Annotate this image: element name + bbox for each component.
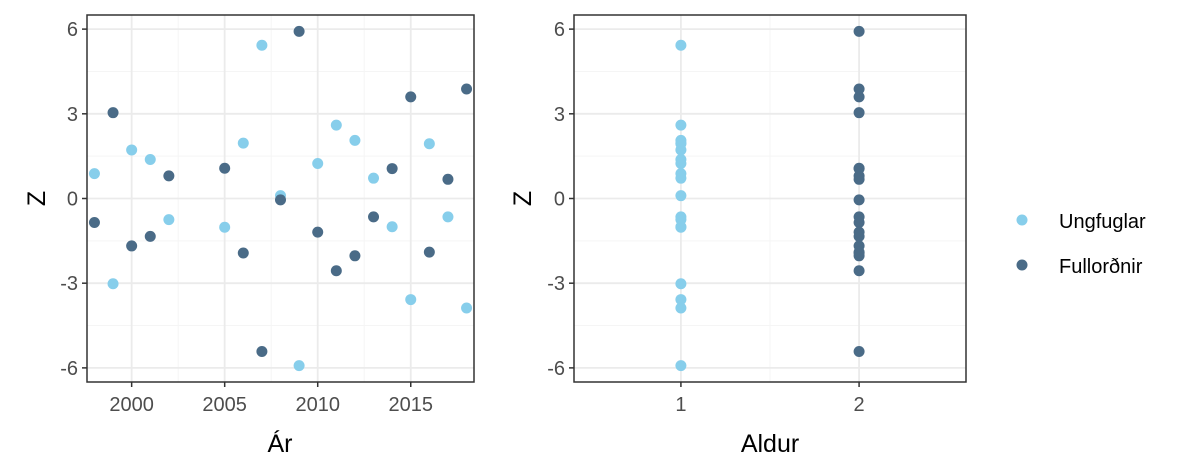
point-ungfuglar <box>219 221 231 233</box>
point-ungfuglar <box>107 278 119 290</box>
y-axis-title: Z <box>509 191 537 206</box>
point-ungfuglar <box>312 157 324 169</box>
point-ungfuglar <box>461 302 473 314</box>
point-fullordnir <box>853 173 865 185</box>
x-tick-label: 2 <box>854 394 865 416</box>
point-fullordnir <box>853 226 865 238</box>
point-ungfuglar <box>675 138 687 150</box>
point-ungfuglar <box>237 137 249 149</box>
y-axis-title: Z <box>23 191 51 206</box>
y-tick-label: 6 <box>554 19 565 41</box>
point-fullordnir <box>219 162 231 174</box>
point-fullordnir <box>853 211 865 223</box>
point-ungfuglar <box>675 221 687 233</box>
x-axis-title: Ár <box>268 429 293 458</box>
point-fullordnir <box>293 25 305 37</box>
point-ungfuglar <box>88 168 100 180</box>
point-fullordnir <box>312 226 324 238</box>
point-ungfuglar <box>405 294 417 306</box>
point-ungfuglar <box>293 360 305 372</box>
point-fullordnir <box>237 247 249 259</box>
point-fullordnir <box>853 83 865 95</box>
point-ungfuglar <box>675 278 687 290</box>
point-fullordnir <box>461 83 473 95</box>
point-fullordnir <box>853 346 865 358</box>
point-ungfuglar <box>349 134 361 146</box>
point-ungfuglar <box>368 172 380 184</box>
point-ungfuglar <box>330 119 342 131</box>
point-fullordnir <box>349 250 361 262</box>
point-fullordnir <box>88 216 100 228</box>
point-fullordnir <box>853 265 865 277</box>
point-ungfuglar <box>675 157 687 169</box>
point-fullordnir <box>275 194 286 206</box>
point-fullordnir <box>405 91 417 103</box>
panel-age: 6 3 0 -3 -6 1 2 Aldur Z <box>509 14 967 458</box>
x-axis-title: Aldur <box>741 430 799 458</box>
point-ungfuglar <box>386 221 398 233</box>
point-fullordnir <box>107 107 119 119</box>
x-tick-label: 1 <box>675 394 686 416</box>
y-tick-label: 0 <box>554 189 565 211</box>
x-tick-label: 2015 <box>388 394 433 416</box>
point-fullordnir <box>853 91 865 103</box>
point-ungfuglar <box>126 144 138 156</box>
point-fullordnir <box>330 265 342 277</box>
point-fullordnir <box>853 25 865 37</box>
legend: Ungfuglar Fullorðnir <box>1016 211 1146 278</box>
x-tick-label: 2005 <box>202 394 247 416</box>
legend-marker-fullordnir <box>1016 259 1028 271</box>
point-ungfuglar <box>675 172 687 184</box>
point-fullordnir <box>368 211 380 223</box>
point-ungfuglar <box>675 119 687 131</box>
point-fullordnir <box>256 346 268 358</box>
point-ungfuglar <box>675 190 687 202</box>
point-fullordnir <box>386 163 398 175</box>
point-fullordnir <box>853 107 865 119</box>
y-tick-label: 6 <box>67 19 78 41</box>
y-tick-label: -6 <box>60 358 78 380</box>
point-ungfuglar <box>675 294 687 306</box>
point-ungfuglar <box>442 211 454 223</box>
point-fullordnir <box>163 170 175 182</box>
y-tick-label: -6 <box>547 358 565 380</box>
point-ungfuglar <box>423 138 435 150</box>
y-tick-label: 3 <box>554 104 565 126</box>
point-ungfuglar <box>163 214 175 226</box>
y-tick-label: 0 <box>67 189 78 211</box>
point-ungfuglar <box>144 154 156 166</box>
legend-label-fullordnir: Fullorðnir <box>1059 256 1143 278</box>
point-fullordnir <box>423 246 435 258</box>
legend-marker-ungfuglar <box>1016 214 1028 226</box>
point-fullordnir <box>126 240 138 252</box>
y-tick-label: -3 <box>60 273 78 295</box>
point-fullordnir <box>853 194 865 206</box>
point-fullordnir <box>853 163 865 175</box>
point-ungfuglar <box>675 360 687 372</box>
point-ungfuglar <box>675 211 687 223</box>
point-fullordnir <box>442 173 454 185</box>
panel-year: 6 3 0 -3 -6 2000 2005 2010 2015 Ár Z <box>23 14 475 458</box>
point-fullordnir <box>144 230 156 242</box>
y-tick-label: 3 <box>67 104 78 126</box>
y-tick-label: -3 <box>547 273 565 295</box>
legend-label-ungfuglar: Ungfuglar <box>1059 211 1146 233</box>
point-fullordnir <box>853 246 865 258</box>
x-tick-label: 2010 <box>295 394 340 416</box>
point-ungfuglar <box>256 39 268 51</box>
x-tick-label: 2000 <box>109 394 154 416</box>
point-ungfuglar <box>675 302 687 314</box>
point-ungfuglar <box>675 39 687 51</box>
